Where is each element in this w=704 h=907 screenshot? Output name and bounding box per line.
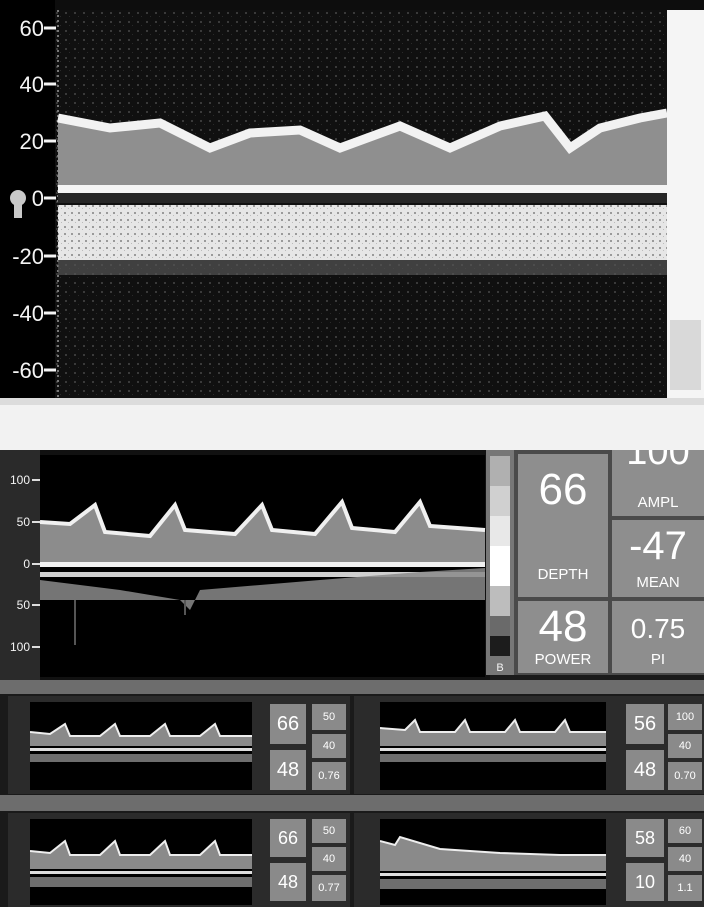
mean-label: MEAN — [636, 574, 680, 591]
ampl-label: AMPL — [637, 494, 679, 511]
ampl-value: 100 — [626, 450, 690, 473]
mini-small-3: 0.77 — [312, 875, 346, 901]
y-tick-0: 0 — [32, 186, 44, 211]
depth-label: DEPTH — [537, 566, 589, 583]
y-tick-neg40: -40 — [12, 301, 44, 326]
depth-readout: 66 DEPTH — [518, 454, 608, 597]
depth-value: 66 — [538, 465, 588, 514]
y-tick-neg60: -60 — [12, 358, 44, 383]
mini-small-2: 40 — [312, 734, 346, 758]
mini-small-2: 40 — [668, 847, 702, 871]
power-label: POWER — [534, 651, 592, 668]
main-y-tick-100-top: 100 — [10, 473, 30, 487]
mini-depth-value: 66 — [270, 704, 306, 744]
grayscale-colorbar: B — [486, 450, 514, 675]
mini-small-1: 50 — [312, 704, 346, 730]
ampl-readout: 100 AMPL — [612, 450, 704, 516]
main-y-tick-100-bottom: 100 — [10, 640, 30, 654]
grid-separator — [0, 795, 704, 811]
main-y-tick-50-top: 50 — [17, 515, 31, 529]
pi-readout: 0.75 PI — [612, 601, 704, 673]
mini-power-value: 48 — [626, 750, 664, 790]
mini-power-value: 48 — [270, 750, 306, 790]
mini-panel-bottom-left: 66 48 50 40 0.77 — [8, 813, 350, 907]
mini-power-value: 48 — [270, 863, 306, 901]
main-y-tick-0: 0 — [23, 557, 30, 571]
mini-panel-top-left: 66 48 50 40 0.76 — [8, 696, 350, 794]
mini-small-1: 60 — [668, 819, 702, 843]
main-spectrum-graphic: 100 50 0 50 100 — [0, 450, 490, 682]
mini-small-3: 0.70 — [668, 762, 702, 790]
mini-small-3: 1.1 — [668, 875, 702, 901]
mini-small-1: 50 — [312, 819, 346, 843]
pi-value: 0.75 — [630, 613, 686, 644]
mini-depth-value: 66 — [270, 819, 306, 857]
top-doppler-spectrum: 60 40 20 0 -20 -40 -60 — [0, 0, 704, 408]
mini-small-2: 40 — [668, 734, 702, 758]
mini-depth-value: 56 — [626, 704, 664, 744]
y-tick-neg20: -20 — [12, 244, 44, 269]
mean-value: -47 — [629, 524, 687, 568]
mini-small-1: 100 — [668, 704, 702, 730]
y-tick-60: 60 — [20, 16, 44, 41]
colorbar-label: B — [496, 662, 503, 674]
mini-power-value: 10 — [626, 863, 664, 901]
mini-panel-top-right: 56 48 100 40 0.70 — [354, 696, 704, 794]
mini-small-2: 40 — [312, 847, 346, 871]
mini-small-3: 0.76 — [312, 762, 346, 790]
main-y-tick-50-bottom: 50 — [17, 598, 31, 612]
mean-readout: -47 MEAN — [612, 520, 704, 597]
y-tick-40: 40 — [20, 72, 44, 97]
monitor-display: 100 50 0 50 100 B 66 DEPTH 100 AMPL -47 … — [0, 450, 704, 907]
power-value: 48 — [538, 602, 588, 651]
y-tick-20: 20 — [20, 129, 44, 154]
power-readout: 48 POWER — [518, 601, 608, 673]
panel-divider — [0, 405, 704, 450]
mini-depth-value: 58 — [626, 819, 664, 857]
mini-panel-bottom-right: 58 10 60 40 1.1 — [354, 813, 704, 907]
top-spectrum-graphic: 60 40 20 0 -20 -40 -60 — [0, 0, 704, 408]
pi-label: PI — [650, 651, 666, 668]
grid-separator — [0, 680, 704, 694]
